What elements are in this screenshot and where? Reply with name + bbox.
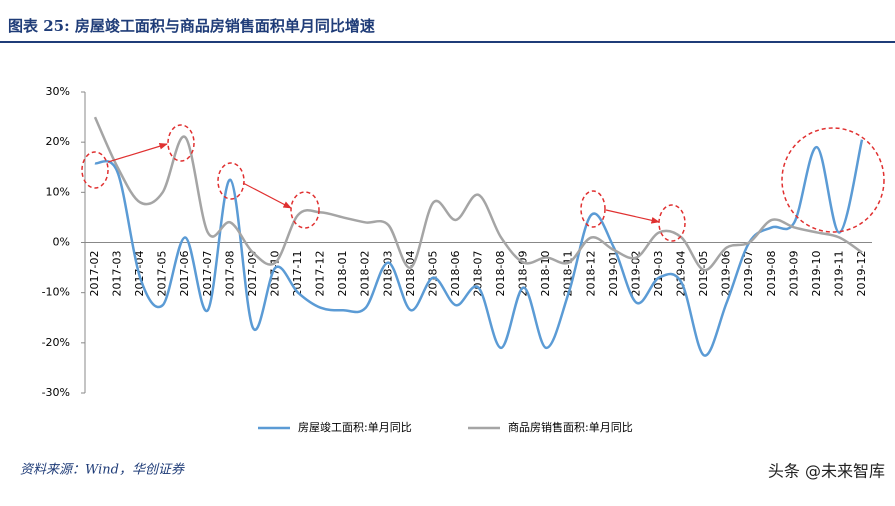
y-tick-label: -10%: [42, 286, 70, 299]
x-tick-label: 2019-12: [855, 251, 868, 297]
x-tick-label: 2017-07: [201, 251, 214, 297]
x-tick-label: 2019-10: [810, 251, 823, 297]
x-tick-label: 2017-08: [223, 251, 236, 297]
highlight: [81, 151, 109, 189]
arrow: [605, 209, 660, 224]
x-tick-label: 2018-06: [449, 251, 462, 297]
y-tick-label: -30%: [42, 386, 70, 399]
x-tick-label: 2018-08: [494, 251, 507, 297]
x-tick-label: 2018-03: [381, 251, 394, 297]
highlight: [167, 124, 195, 162]
highlight: [580, 190, 606, 228]
legend-label: 房屋竣工面积:单月同比: [298, 420, 412, 434]
legend-label: 商品房销售面积:单月同比: [508, 420, 633, 434]
x-tick-label: 2019-06: [720, 251, 733, 297]
x-tick-label: 2017-10: [268, 251, 281, 297]
x-tick-label: 2019-04: [675, 251, 688, 297]
watermark: 头条 @未来智库: [768, 462, 885, 481]
plot: -30% -20% -10% 0% 10% 20% 30% 2017-02 2017-03 201…: [42, 85, 872, 434]
x-tick-label: 2017-12: [314, 251, 327, 297]
x-tick-label: 2018-10: [539, 251, 552, 297]
chart-title: 图表 25: 房屋竣工面积与商品房销售面积单月同比增速: [8, 17, 375, 35]
x-tick-label: 2019-09: [787, 251, 800, 297]
highlight: [781, 127, 885, 233]
x-tick-label: 2019-03: [652, 251, 665, 297]
series-line: [93, 116, 863, 272]
highlight: [290, 191, 320, 229]
x-tick-label: 2019-08: [765, 251, 778, 297]
x-tick-label: 2017-11: [291, 251, 304, 297]
x-tick-label: 2017-09: [246, 251, 259, 297]
x-tick-label: 2017-02: [88, 251, 101, 297]
annotations: [81, 124, 885, 242]
arrow: [107, 142, 168, 163]
y-tick-label: 10%: [46, 185, 70, 198]
x-tick-label: 2017-06: [178, 251, 191, 297]
x-tick-label: 2019-07: [742, 251, 755, 297]
x-tick-label: 2019-01: [607, 251, 620, 297]
y-tick-label: -20%: [42, 336, 70, 349]
highlight: [658, 204, 686, 242]
y-tick-label: 0%: [53, 236, 70, 249]
x-tick-label: 2019-11: [832, 251, 845, 297]
x-tick-label: 2019-02: [629, 251, 642, 297]
x-tick-label: 2018-12: [584, 251, 597, 297]
x-tick-label: 2018-01: [336, 251, 349, 297]
source: 资料来源：Wind，华创证券: [20, 463, 185, 478]
x-tick-label: 2018-07: [472, 251, 485, 297]
highlight: [217, 162, 245, 200]
x-tick-label: 2018-02: [359, 251, 372, 297]
x-tick-label: 2018-09: [517, 251, 530, 297]
x-tick-label: 2018-05: [426, 251, 439, 297]
y-tick-label: 30%: [46, 85, 70, 98]
arrow: [242, 182, 292, 209]
x-tick-label: 2017-03: [111, 251, 124, 297]
y-tick-label: 20%: [46, 135, 70, 148]
x-tick-label: 2019-05: [697, 251, 710, 297]
series-line: [94, 139, 864, 357]
x-tick-label: 2017-05: [156, 251, 169, 297]
